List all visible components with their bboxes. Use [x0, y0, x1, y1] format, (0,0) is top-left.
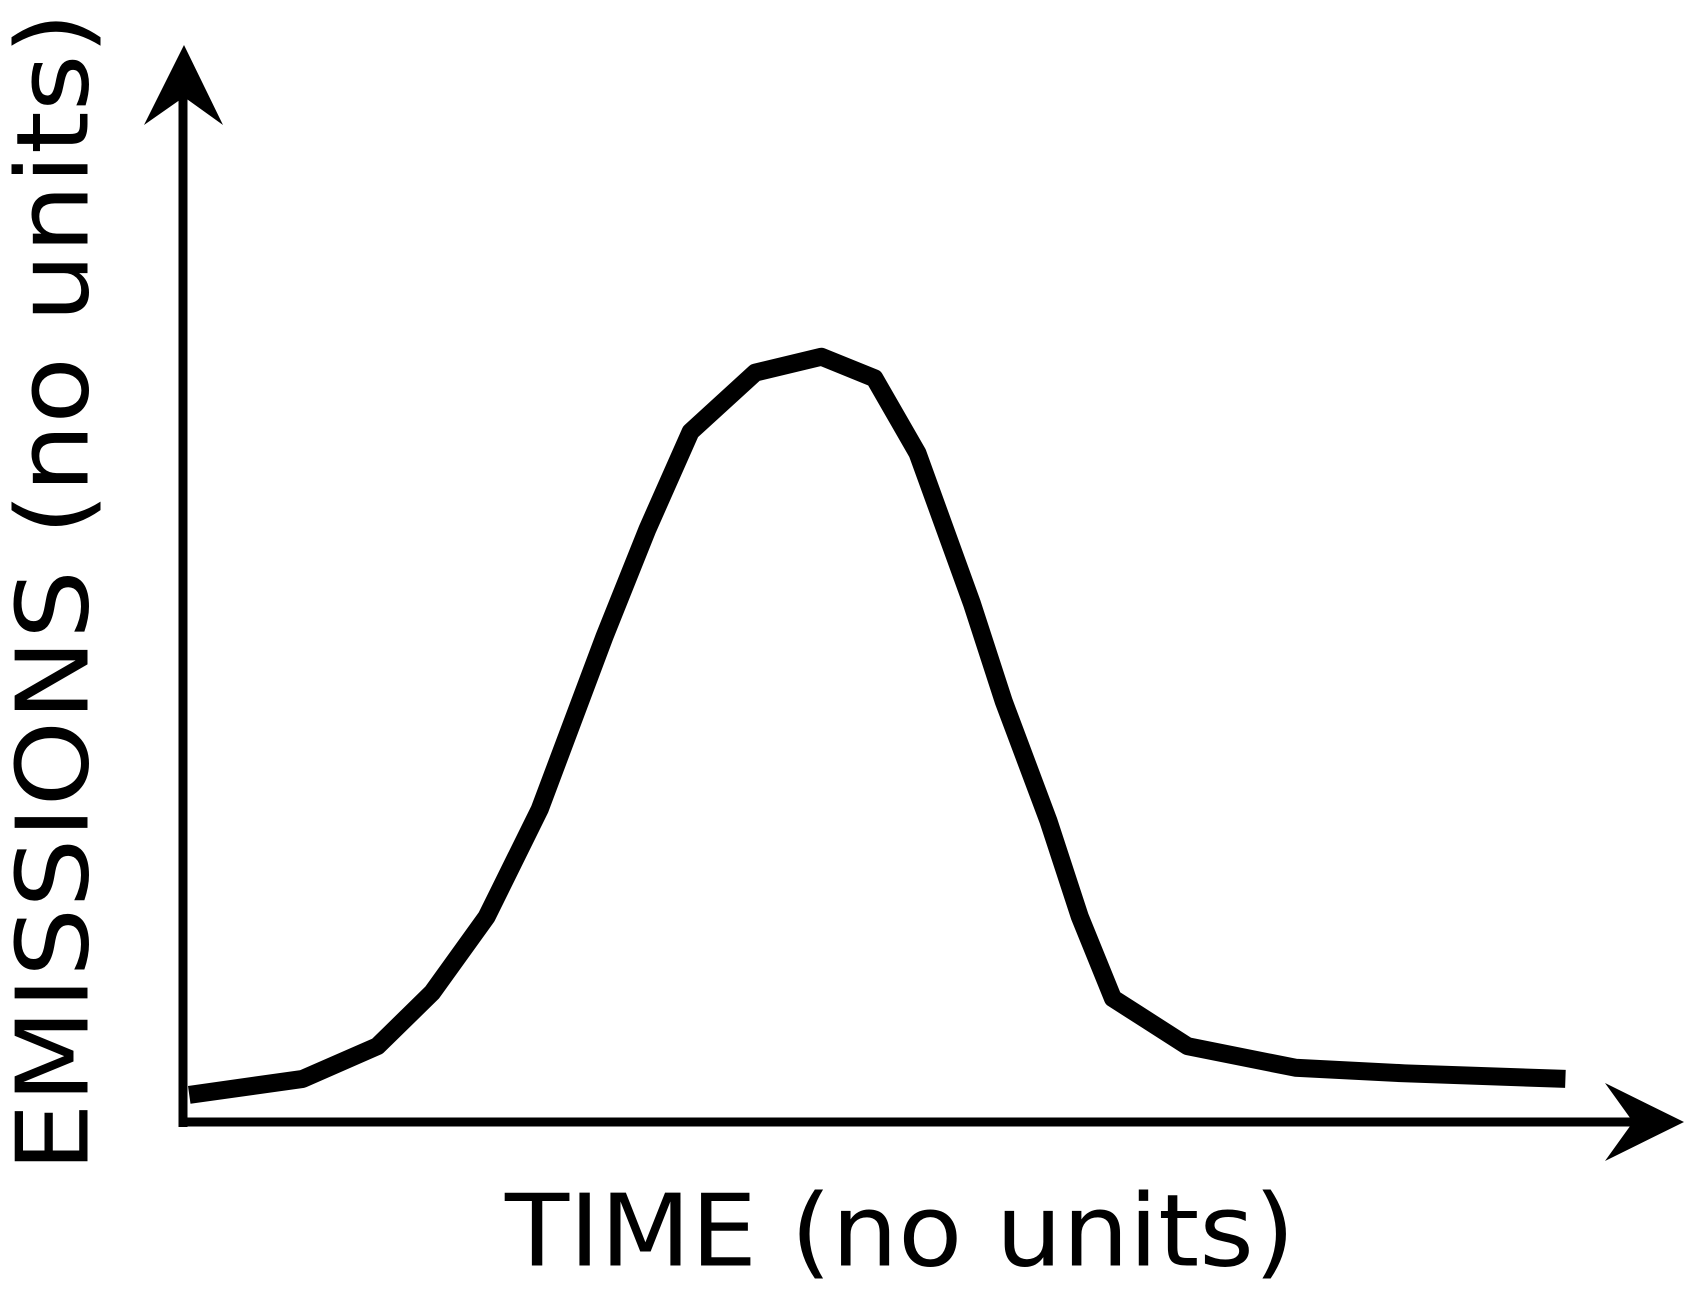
- x-axis-arrow: [1605, 1083, 1684, 1161]
- data-line: [187, 347, 1566, 1104]
- axes: [178, 90, 1670, 1127]
- y-axis-arrow: [144, 45, 223, 125]
- y-axis-label: EMISSIONS (no units): [0, 12, 111, 1172]
- x-axis-label: TIME (no units): [504, 1172, 1295, 1289]
